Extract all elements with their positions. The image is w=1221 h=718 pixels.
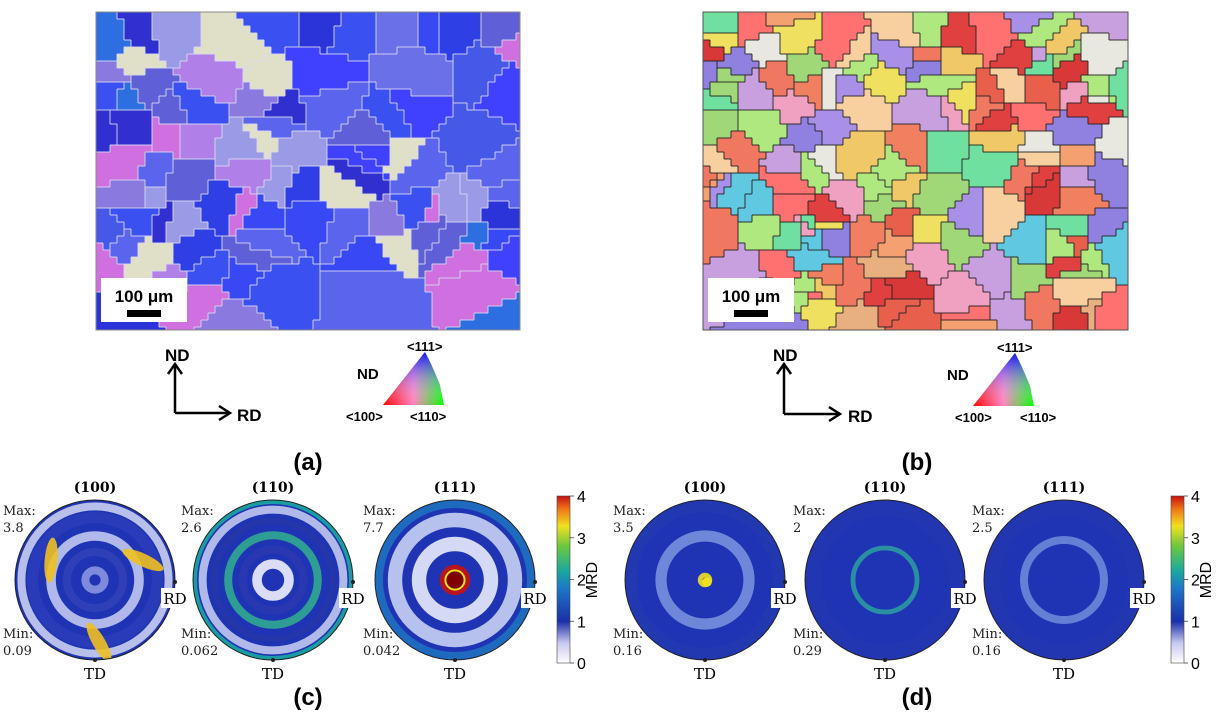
pole-figure-td-label: TD bbox=[444, 665, 466, 683]
pole-figure-rd-label: RD bbox=[773, 590, 796, 608]
scale-bar-label-a: 100 μm bbox=[115, 287, 174, 306]
pole-figure-max-label: Max: bbox=[3, 504, 36, 519]
colorbar-c: 0 1 2 3 4 MRD bbox=[556, 489, 601, 673]
pole-figure-max-label: Max: bbox=[613, 504, 646, 519]
colorbar-tick-label: 2 bbox=[1191, 573, 1200, 590]
ipf-111-label-a: <111> bbox=[407, 339, 443, 354]
ebsd-map-a: 100 μm bbox=[95, 11, 521, 331]
scale-bar-b: 100 μm bbox=[708, 278, 794, 322]
sample-axes-a: ND RD bbox=[165, 346, 262, 425]
colorbar-tick-label: 0 bbox=[1191, 656, 1200, 673]
pole-figure-d-1: (100) Max: 3.5 Min: 0.16 RD TD bbox=[613, 480, 799, 683]
pole-figure-title: (111) bbox=[434, 480, 476, 496]
pole-figure-rd-label: RD bbox=[341, 590, 364, 608]
panel-label-d: (d) bbox=[902, 684, 933, 711]
pole-figure-min-label: Min: bbox=[181, 627, 211, 642]
ipf-110-label-a: <110> bbox=[410, 409, 447, 424]
pole-figure-min-value: 0.29 bbox=[793, 644, 822, 659]
pole-figure-c-3: (111) Max: 7.7 Min: 0.042 RD TD bbox=[363, 480, 549, 683]
pole-figure-td-label: TD bbox=[1053, 665, 1075, 683]
pole-figure-max-value: 2.5 bbox=[972, 521, 993, 536]
pole-figure-td-label: TD bbox=[262, 665, 284, 683]
pole-figure-title: (110) bbox=[864, 480, 906, 496]
colorbar-label-c: MRD bbox=[584, 562, 601, 598]
pole-figure-c-1: (100) Max: 3.8 Min: 0.09 RD TD bbox=[3, 480, 189, 683]
ipf-111-label-b: <111> bbox=[997, 340, 1033, 355]
pole-figure-min-label: Min: bbox=[363, 627, 393, 642]
pole-figure-max-label: Max: bbox=[972, 504, 1005, 519]
colorbar-tick-label: 1 bbox=[577, 614, 586, 631]
pole-figure-rd-label: RD bbox=[523, 590, 546, 608]
colorbar-d: 0 1 2 3 4 MRD bbox=[1170, 489, 1215, 673]
pole-figure-title: (111) bbox=[1043, 480, 1085, 496]
pole-figure-td-label: TD bbox=[84, 665, 106, 683]
nd-axis-label-b: ND bbox=[773, 346, 798, 365]
pole-figure-min-value: 0.16 bbox=[613, 644, 642, 659]
ipf-100-label-b: <100> bbox=[955, 410, 992, 425]
pole-figure-rd-label: RD bbox=[1132, 590, 1155, 608]
pole-figure-max-label: Max: bbox=[793, 504, 826, 519]
pole-figure-rd-label: RD bbox=[953, 590, 976, 608]
colorbar-tick-label: 0 bbox=[577, 656, 586, 673]
ipf-key-b: ND <111> <100> <110> bbox=[947, 340, 1057, 425]
pole-figure-min-value: 0.16 bbox=[972, 644, 1001, 659]
colorbar-tick-label: 3 bbox=[577, 531, 586, 548]
rd-axis-label-a: RD bbox=[237, 406, 262, 425]
ipf-key-a: ND <111> <100> <110> bbox=[346, 339, 447, 424]
pole-figure-min-value: 0.042 bbox=[363, 644, 400, 659]
colorbar-tick-label: 3 bbox=[1191, 531, 1200, 548]
pole-figure-min-label: Min: bbox=[793, 627, 823, 642]
scale-bar-label-b: 100 μm bbox=[722, 287, 781, 306]
rd-axis-label-b: RD bbox=[848, 407, 873, 426]
pole-figure-min-value: 0.062 bbox=[181, 644, 218, 659]
pole-figure-title: (100) bbox=[684, 480, 726, 496]
pole-figure-c-2: (110) Max: 2.6 Min: 0.062 RD TD bbox=[181, 480, 367, 683]
ipf-nd-label-a: ND bbox=[357, 366, 379, 383]
pole-figure-max-value: 3.5 bbox=[613, 521, 634, 536]
colorbar-tick-label: 4 bbox=[577, 489, 586, 506]
pole-figures: (100) Max: 3.8 Min: 0.09 RD TD (110) Max: 2.6 Min:… bbox=[3, 480, 1158, 683]
pole-figure-title: (100) bbox=[74, 480, 116, 496]
pole-figure-max-value: 7.7 bbox=[363, 521, 384, 536]
scale-bar-a: 100 μm bbox=[101, 278, 187, 322]
colorbar-tick-label: 4 bbox=[1191, 489, 1200, 506]
pole-figure-min-label: Min: bbox=[3, 627, 33, 642]
panel-label-a: (a) bbox=[293, 449, 322, 476]
pole-figure-td-label: TD bbox=[694, 665, 716, 683]
colorbar-label-d: MRD bbox=[1198, 562, 1215, 598]
pole-figure-min-label: Min: bbox=[972, 627, 1002, 642]
colorbar-tick-label: 1 bbox=[1191, 614, 1200, 631]
pole-figure-max-label: Max: bbox=[181, 504, 214, 519]
pole-figure-td-label: TD bbox=[874, 665, 896, 683]
pole-figure-rd-label: RD bbox=[163, 590, 186, 608]
pole-figure-title: (110) bbox=[252, 480, 294, 496]
pole-figure-d-3: (111) Max: 2.5 Min: 0.16 RD TD bbox=[972, 480, 1158, 683]
panel-label-c: (c) bbox=[293, 684, 322, 711]
ipf-100-label-a: <100> bbox=[346, 409, 383, 424]
pole-figure-max-value: 2.6 bbox=[181, 521, 202, 536]
ebsd-map-b: 100 μm bbox=[702, 11, 1129, 331]
pole-figure-max-value: 2 bbox=[793, 521, 801, 536]
sample-axes-b: ND RD bbox=[773, 346, 873, 426]
panel-label-b: (b) bbox=[902, 449, 933, 476]
pole-figure-max-value: 3.8 bbox=[3, 521, 24, 536]
pole-figure-min-label: Min: bbox=[613, 627, 643, 642]
pole-figure-min-value: 0.09 bbox=[3, 644, 32, 659]
ipf-110-label-b: <110> bbox=[1020, 410, 1057, 425]
colorbar-tick-label: 2 bbox=[577, 573, 586, 590]
ipf-nd-label-b: ND bbox=[947, 367, 969, 384]
pole-figure-max-label: Max: bbox=[363, 504, 396, 519]
nd-axis-label-a: ND bbox=[165, 346, 190, 365]
pole-figure-d-2: (110) Max: 2 Min: 0.29 RD TD bbox=[793, 480, 979, 683]
